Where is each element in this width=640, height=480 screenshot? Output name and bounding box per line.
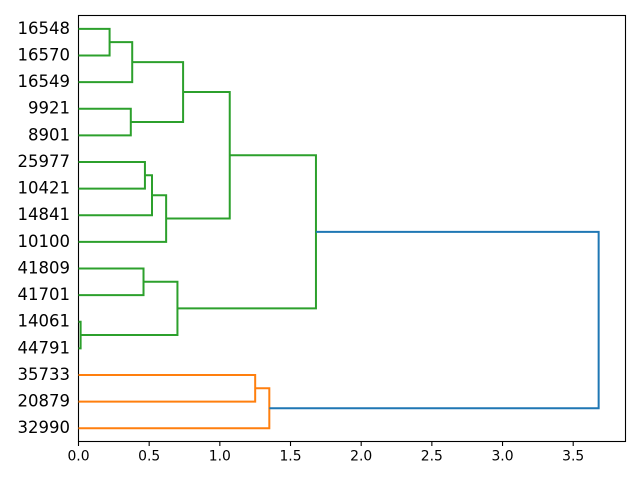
y-leaf-label: 16549	[18, 72, 71, 91]
y-leaf-label: 35733	[18, 365, 71, 384]
dendrogram-link-m3	[78, 107, 132, 137]
dendrogram-link-m4	[130, 61, 185, 123]
x-tick-label: 0.0	[67, 449, 89, 465]
y-leaf-label: 14841	[18, 205, 71, 224]
y-leaf-label: 16548	[18, 19, 71, 38]
dendrogram-link-m2	[78, 41, 134, 84]
x-tick-label: 0.5	[138, 449, 160, 465]
dendrogram-link-m7	[78, 194, 168, 243]
y-leaf-label: 10421	[18, 179, 71, 198]
y-leaf-label: 25977	[18, 152, 71, 171]
dendrogram-link-m14	[78, 387, 271, 430]
dendrogram-link-m6	[78, 174, 153, 217]
y-leaf-label: 44791	[18, 338, 71, 357]
y-leaf-label: 16570	[18, 45, 71, 64]
y-leaf-label: 41701	[18, 285, 71, 304]
dendrogram-link-m13	[78, 373, 257, 403]
dendrogram-link-m8	[166, 91, 231, 220]
x-tick-label: 2.0	[350, 449, 372, 465]
x-tick-label: 1.0	[209, 449, 231, 465]
y-leaf-label: 20879	[18, 392, 71, 411]
dendrogram-link-m11	[80, 280, 179, 336]
y-leaf-label: 8901	[28, 125, 70, 144]
x-tick-label: 3.5	[562, 449, 584, 465]
dendrogram-link-m5	[78, 160, 146, 190]
dendrogram-link-m9	[78, 267, 145, 297]
y-leaf-label: 14061	[18, 312, 71, 331]
dendrogram-link-m12	[177, 154, 317, 310]
x-tick-label: 1.5	[279, 449, 301, 465]
x-tick-label: 2.5	[421, 449, 443, 465]
x-tick-label: 3.0	[491, 449, 513, 465]
axes-spines	[77, 14, 627, 443]
y-leaf-label: 41809	[18, 258, 71, 277]
y-leaf-label: 32990	[18, 418, 71, 437]
y-leaf-label: 10100	[18, 232, 71, 251]
dendrogram-link-m15	[269, 230, 600, 410]
dendrogram-link-m1	[78, 27, 111, 57]
y-leaf-label: 9921	[28, 99, 70, 118]
